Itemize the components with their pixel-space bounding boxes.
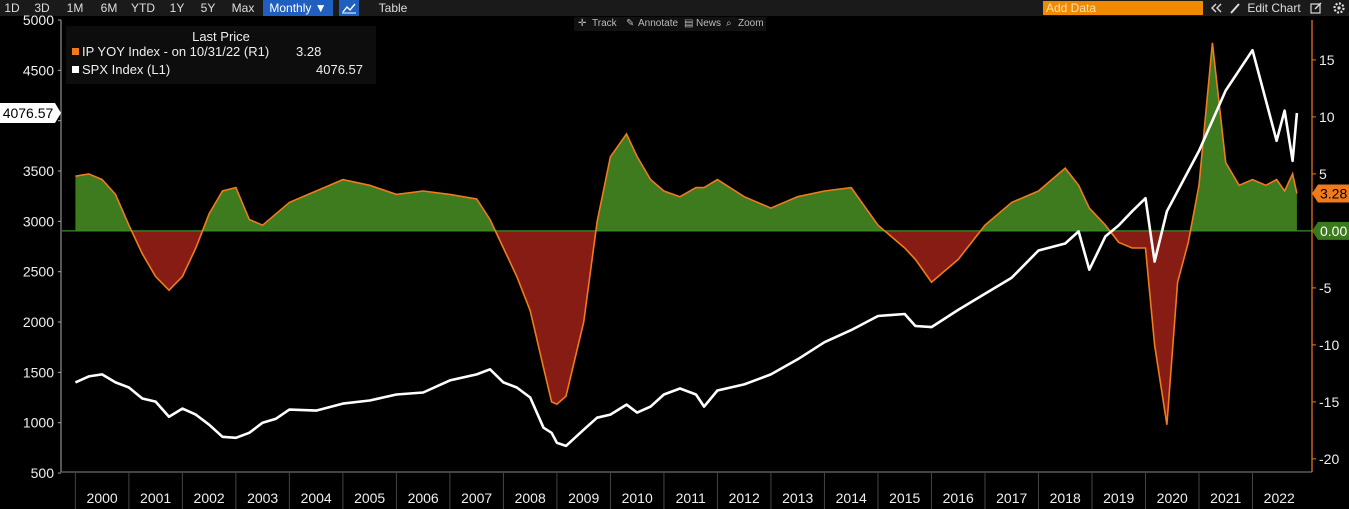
left-tick-label: 5000 [23,12,54,28]
zoom-tool[interactable]: Zoom [738,18,764,29]
left-tick-label: 500 [31,465,55,481]
zero-value-label: 0.00 [1320,223,1347,239]
legend-value-spx: 4076.57 [316,62,363,77]
legend-swatch-spx [72,66,79,73]
left-tick-label: 3000 [23,213,54,229]
range-6m-button[interactable]: 6M [100,1,118,15]
legend-value-ip: 3.28 [296,44,322,59]
chart-tools: ✛ Track ✎ Annotate ▤ News ⌕ Zoom [574,17,766,31]
x-tick-label: 2014 [836,490,867,506]
right-tick-label: 10 [1319,109,1335,125]
track-icon: ✛ [578,18,587,29]
collapse-button[interactable] [1208,0,1224,16]
x-tick-label: 2008 [515,490,546,506]
news-tool[interactable]: News [696,18,722,29]
ip-last-value-tag [1312,184,1349,203]
x-tick-label: 2010 [622,490,653,506]
legend-label-ip: IP YOY Index - on 10/31/22 (R1) [82,44,270,59]
settings-button[interactable] [1330,0,1348,16]
chart-type-button[interactable] [339,0,359,16]
range-1y-button[interactable]: 1Y [169,1,185,15]
track-tool[interactable]: Track [592,18,617,29]
table-button[interactable]: Table [378,1,408,15]
x-tick-label: 2022 [1264,490,1295,506]
ip-negative-area [1109,230,1191,425]
ip-yoy-line [75,42,1298,425]
range-1m-button[interactable]: 1M [66,1,84,15]
ip-negative-area [131,230,203,291]
news-icon: ▤ [684,18,694,29]
ip-negative-area [884,230,981,283]
zoom-icon: ⌕ [726,18,732,29]
left-tick-label: 3500 [23,163,54,179]
right-tick-label: -5 [1319,280,1332,296]
legend-label-spx: SPX Index (L1) [82,62,171,77]
spx-last-value-label: 4076.57 [3,105,54,121]
range-5y-button[interactable]: 5Y [200,1,216,15]
right-tick-label: 15 [1319,52,1335,68]
range-ytd-button[interactable]: YTD [131,1,155,15]
left-tick-label: 1000 [23,415,54,431]
export-button[interactable] [1308,0,1324,16]
x-tick-label: 2019 [1103,490,1134,506]
zero-value-tag [1312,221,1349,240]
x-tick-label: 2018 [1050,490,1081,506]
x-tick-label: 2021 [1210,490,1241,506]
gear-icon [1333,2,1345,14]
ip-positive-area [75,173,132,231]
ip-last-value-label: 3.28 [1320,186,1347,202]
right-tick-label: 5 [1319,166,1327,182]
x-tick-label: 2017 [996,490,1027,506]
toolbar: 1D 3D 1M 6M YTD 1Y 5Y Max Monthly ▼ Tabl… [0,0,1349,16]
x-tick-label: 2011 [676,490,706,506]
pencil-icon [1230,3,1240,14]
left-tick-label: 1500 [23,364,54,380]
x-tick-label: 2007 [461,490,492,506]
right-tick-label: -10 [1319,337,1339,353]
double-chevron-left-icon [1211,3,1222,13]
x-tick-label: 2004 [301,490,332,506]
left-tick-label: 2000 [23,314,54,330]
left-tick-label: 4500 [23,62,54,78]
annotate-tool[interactable]: Annotate [638,18,679,29]
right-tick-label: -20 [1319,451,1339,467]
x-tick-label: 2015 [889,490,920,506]
legend: Last Price IP YOY Index - on 10/31/22 (R… [66,26,376,84]
x-tick-label: 2002 [194,490,225,506]
range-max-button[interactable]: Max [231,1,255,15]
ip-negative-area [495,230,596,405]
x-tick-label: 2006 [408,490,439,506]
x-tick-label: 2003 [247,490,278,506]
add-data-input[interactable] [1043,1,1203,15]
ip-positive-area [980,168,1110,231]
range-1d-button[interactable]: 1D [4,1,20,15]
spx-last-value-tag [0,102,61,123]
frequency-dropdown[interactable]: Monthly ▼ [263,0,333,16]
export-icon [1310,2,1322,14]
x-tick-label: 2012 [729,490,760,506]
right-tick-label: -15 [1319,394,1339,410]
x-tick-label: 2001 [140,490,171,506]
range-3d-button[interactable]: 3D [34,1,50,15]
x-tick-label: 2020 [1157,490,1188,506]
x-tick-label: 2005 [354,490,385,506]
edit-chart-icon-holder [1228,0,1242,16]
line-chart-icon [342,3,356,14]
x-tick-label: 2009 [568,490,599,506]
annotate-icon: ✎ [626,18,635,29]
legend-header: Last Price [192,29,250,44]
edit-chart-button[interactable]: Edit Chart [1247,1,1301,15]
ip-positive-area [202,179,496,231]
x-tick-label: 2013 [782,490,813,506]
left-tick-label: 2500 [23,264,54,280]
legend-swatch-ip [72,48,79,55]
x-tick-label: 2016 [943,490,974,506]
ip-positive-area [595,134,885,231]
x-tick-label: 2000 [87,490,118,506]
spx-line [74,48,1299,448]
